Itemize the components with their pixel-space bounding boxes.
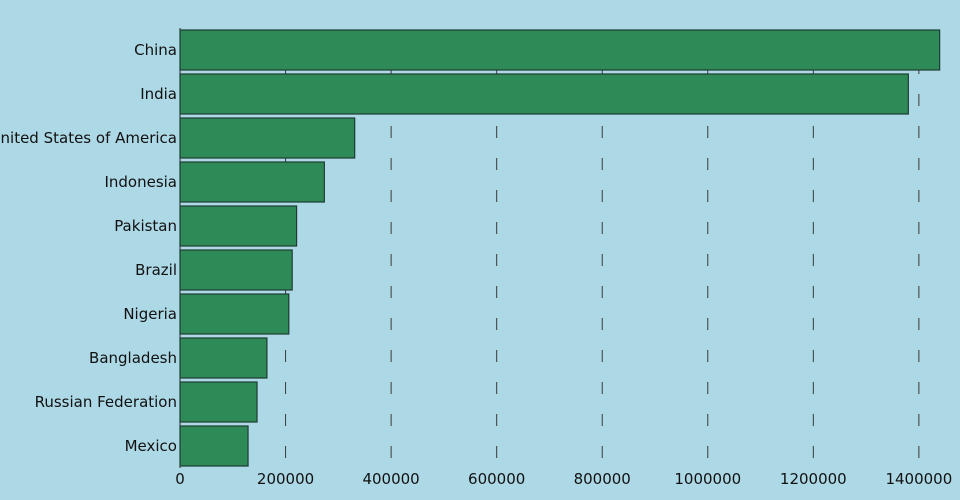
bar-indonesia bbox=[179, 161, 325, 203]
bar-india bbox=[179, 73, 909, 115]
bar-nigeria bbox=[179, 293, 290, 335]
x-tick-labels: 0 200000 400000 600000 800000 1000000 1200000 1… bbox=[175, 470, 952, 488]
category-label: Bangladesh bbox=[89, 349, 177, 367]
category-label: China bbox=[134, 41, 177, 59]
bar-mexico bbox=[179, 425, 249, 467]
category-label: United States of America bbox=[0, 129, 177, 147]
x-tick-label: 1000000 bbox=[674, 470, 741, 488]
bar-pakistan bbox=[179, 205, 298, 247]
category-label: Pakistan bbox=[114, 217, 177, 235]
category-label: Indonesia bbox=[104, 173, 177, 191]
bars bbox=[179, 29, 941, 467]
category-label: India bbox=[140, 85, 177, 103]
bar-united-states-of-america bbox=[179, 117, 356, 159]
x-tick-label: 200000 bbox=[257, 470, 314, 488]
x-tick-label: 1400000 bbox=[885, 470, 952, 488]
x-tick-label: 400000 bbox=[362, 470, 419, 488]
bar-brazil bbox=[179, 249, 293, 291]
category-label: Mexico bbox=[125, 437, 177, 455]
category-label: Brazil bbox=[135, 261, 177, 279]
bar-russian-federation bbox=[179, 381, 258, 423]
category-labels: China India United States of America Indone… bbox=[0, 41, 177, 455]
x-tick-label: 0 bbox=[175, 470, 185, 488]
category-label: Russian Federation bbox=[35, 393, 177, 411]
bar-china bbox=[179, 29, 941, 71]
bar-bangladesh bbox=[179, 337, 268, 379]
x-tick-label: 800000 bbox=[574, 470, 631, 488]
category-label: Nigeria bbox=[123, 305, 177, 323]
x-tick-label: 600000 bbox=[468, 470, 525, 488]
x-tick-label: 1200000 bbox=[780, 470, 847, 488]
